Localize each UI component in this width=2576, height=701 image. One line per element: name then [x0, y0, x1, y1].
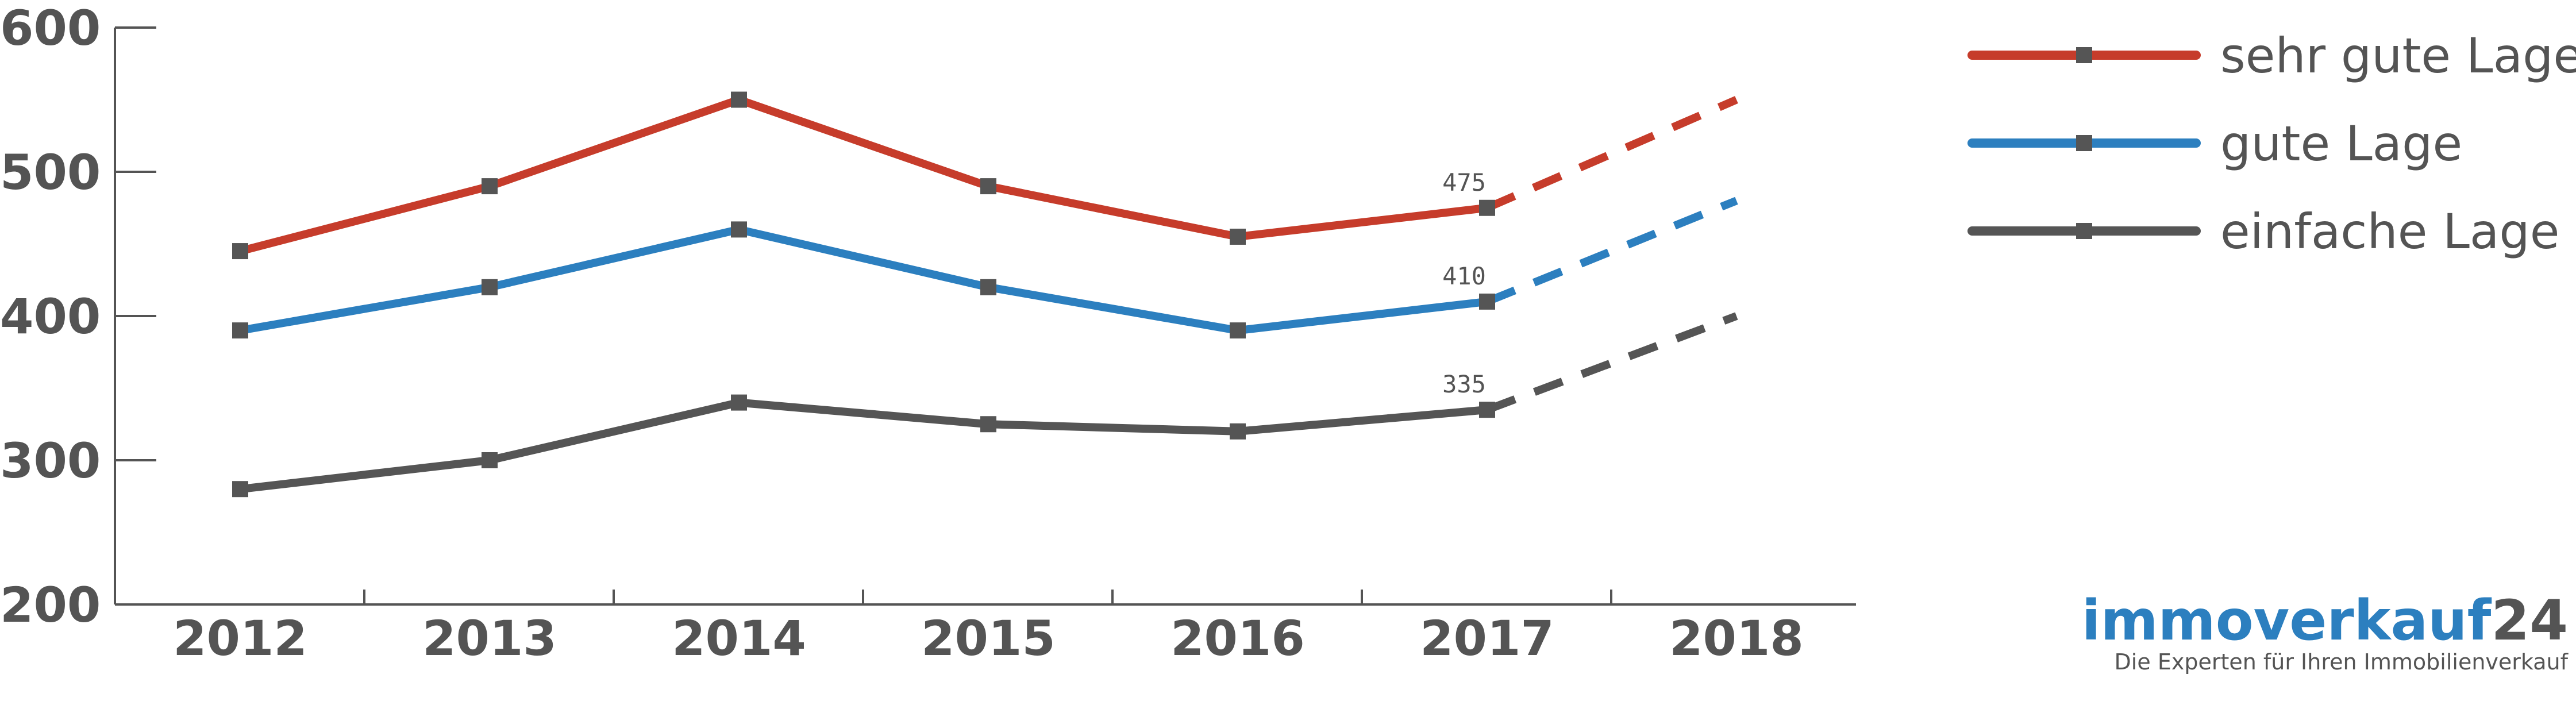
data-point	[1479, 199, 1495, 216]
x-tick-label: 2012	[173, 610, 307, 667]
series-line	[240, 398, 1488, 494]
data-point	[731, 91, 747, 108]
x-tick-label: 2016	[1170, 610, 1305, 667]
logo-wordmark: immoverkauf24	[2082, 588, 2568, 653]
x-tick-label: 2014	[672, 610, 806, 667]
series-projection-line	[1485, 197, 1738, 306]
series-layer: 475 410 335	[232, 91, 1738, 498]
logo-wordmark-part2: 24	[2491, 588, 2568, 653]
legend-item: gute Lage	[1967, 115, 2462, 172]
series-sehr-gute-lage: 475	[232, 91, 1738, 260]
y-tick-label: 500	[0, 144, 101, 201]
data-point	[1230, 322, 1246, 339]
data-point	[1230, 228, 1246, 245]
data-point	[731, 394, 747, 411]
legend-swatch-marker	[2076, 223, 2092, 239]
series-line	[239, 225, 1488, 335]
y-tick-label: 600	[0, 0, 101, 56]
y-tick-label: 200	[0, 577, 101, 633]
x-tick-label: 2013	[422, 610, 557, 667]
series-projection-line	[1485, 312, 1738, 414]
data-point	[980, 279, 996, 295]
legend-item: sehr gute Lage	[1967, 28, 2576, 84]
legend-swatch-marker	[2076, 135, 2092, 151]
data-label: 410	[1442, 262, 1486, 290]
chart-axes: 600 500 400 300 200 2012 2013 2014 2015 2016 2017 2…	[0, 0, 1856, 667]
legend-label: einfache Lage	[2220, 203, 2559, 260]
series-gute-lage: 410	[232, 197, 1738, 339]
brand-logo: immoverkauf24 Die Experten für Ihren Imm…	[2082, 588, 2569, 675]
legend-swatch-marker	[2076, 47, 2092, 63]
legend-label: sehr gute Lage	[2220, 28, 2576, 84]
data-point	[482, 178, 498, 195]
data-point	[1230, 423, 1246, 440]
data-point	[1479, 293, 1495, 310]
legend-label: gute Lage	[2220, 115, 2462, 172]
data-point	[232, 322, 248, 339]
series-projection-line	[1485, 96, 1738, 212]
data-point	[232, 243, 248, 260]
data-point	[980, 178, 996, 195]
data-point	[232, 481, 248, 498]
data-point	[482, 452, 498, 468]
x-tick-label: 2017	[1420, 610, 1554, 667]
data-point	[731, 221, 747, 238]
legend-item: einfache Lage	[1967, 203, 2559, 260]
data-point	[482, 279, 498, 295]
y-tick-label: 400	[0, 288, 101, 345]
series-line	[239, 95, 1488, 255]
data-label: 335	[1442, 370, 1486, 398]
logo-tagline: Die Experten für Ihren Immobilienverkauf	[2115, 649, 2569, 675]
data-point	[1479, 402, 1495, 418]
series-einfache-lage: 335	[232, 312, 1738, 498]
data-label: 475	[1442, 168, 1486, 197]
y-tick-label: 300	[0, 433, 101, 489]
x-tick-label: 2015	[921, 610, 1056, 667]
chart-legend: sehr gute Lage gute Lage einfache Lage	[1967, 28, 2576, 260]
data-point	[980, 416, 996, 433]
logo-wordmark-part1: immoverkauf	[2082, 588, 2492, 653]
x-tick-label: 2018	[1669, 610, 1804, 667]
